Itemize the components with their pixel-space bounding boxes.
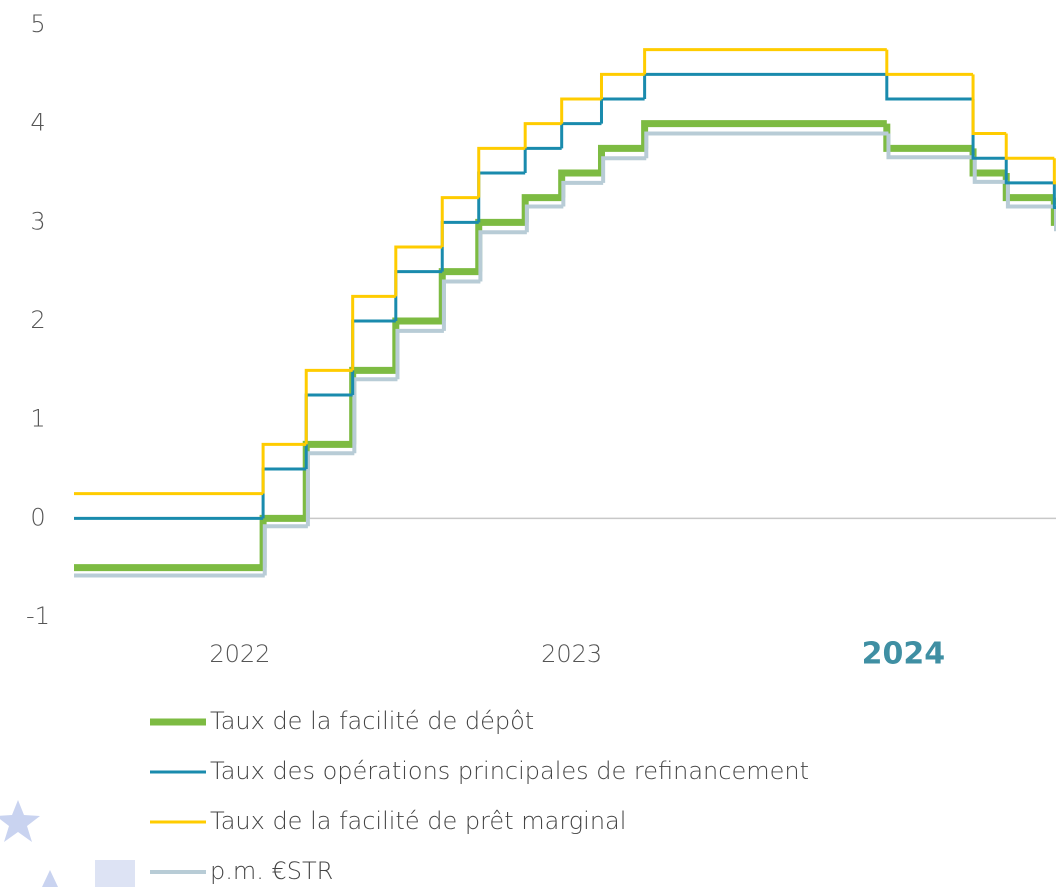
- legend-label: Taux des opérations principales de refin…: [210, 757, 809, 785]
- step-segment: [394, 270, 443, 321]
- step-segment: [971, 99, 1007, 160]
- step-segment: [302, 440, 353, 519]
- step-segment: [560, 122, 602, 149]
- step-segment: [392, 317, 443, 371]
- step-segment: [394, 245, 443, 297]
- y-tick-label: 0: [30, 503, 45, 531]
- building-icon: [95, 860, 135, 887]
- step-segment: [886, 133, 975, 160]
- step-segment: [597, 144, 645, 173]
- y-tick-label: 5: [30, 10, 45, 38]
- step-segment: [971, 74, 1007, 136]
- y-tick-label: 3: [30, 207, 45, 235]
- step-segment: [395, 328, 444, 380]
- step-segment: [601, 156, 647, 183]
- step-segment: [261, 467, 307, 519]
- step-segment: [475, 218, 526, 272]
- star-icon: [42, 870, 58, 887]
- y-tick-label: 2: [30, 306, 45, 334]
- step-segment: [351, 319, 396, 395]
- step-segment: [1005, 181, 1056, 209]
- step-segment: [641, 120, 887, 149]
- step-segment: [643, 48, 887, 75]
- step-segment: [644, 131, 889, 159]
- step-segment: [305, 451, 355, 527]
- step-segment: [972, 157, 1008, 184]
- step-segment: [561, 180, 604, 207]
- step-segment: [351, 294, 396, 371]
- step-segment: [885, 49, 974, 76]
- series-line: [74, 131, 1056, 578]
- step-segment: [1004, 158, 1055, 185]
- legend-label: p.m. €STR: [210, 857, 333, 885]
- x-tick-label: 2024: [862, 637, 946, 672]
- y-tick-label: -1: [26, 602, 50, 630]
- step-segment: [352, 377, 398, 454]
- step-segment: [477, 171, 526, 223]
- step-segment: [440, 196, 479, 247]
- step-segment: [558, 169, 602, 198]
- step-segment: [349, 366, 396, 445]
- x-tick-label: 2022: [209, 640, 270, 668]
- step-segment: [304, 368, 353, 445]
- step-segment: [599, 97, 645, 124]
- step-segment: [885, 74, 974, 101]
- step-segment: [1002, 173, 1055, 202]
- step-segment: [1004, 133, 1055, 160]
- step-segment: [883, 123, 974, 152]
- y-tick-label: 4: [30, 109, 45, 137]
- y-tick-label: 1: [30, 405, 45, 433]
- step-segment: [643, 72, 887, 99]
- step-segment: [440, 220, 479, 272]
- step-segment: [524, 204, 564, 233]
- x-tick-label: 2023: [541, 640, 602, 668]
- step-segment: [560, 97, 602, 124]
- step-segment: [262, 524, 308, 576]
- step-segment: [438, 268, 479, 321]
- step-segment: [477, 146, 526, 198]
- series-line: [74, 72, 1056, 520]
- series-line: [74, 48, 1056, 496]
- step-segment: [521, 194, 562, 223]
- step-segment: [261, 442, 307, 494]
- star-icon: [0, 800, 40, 842]
- step-segment: [441, 279, 481, 331]
- legend-label: Taux de la facilité de dépôt: [210, 707, 534, 735]
- step-segment: [599, 72, 645, 99]
- step-segment: [523, 122, 562, 149]
- step-segment: [1052, 158, 1056, 185]
- step-segment: [1052, 182, 1056, 210]
- step-segment: [969, 148, 1007, 177]
- step-segment: [478, 230, 527, 282]
- step-segment: [304, 393, 353, 469]
- legend-label: Taux de la facilité de prêt marginal: [210, 807, 626, 835]
- decoration: [0, 800, 135, 887]
- step-segment: [523, 146, 562, 173]
